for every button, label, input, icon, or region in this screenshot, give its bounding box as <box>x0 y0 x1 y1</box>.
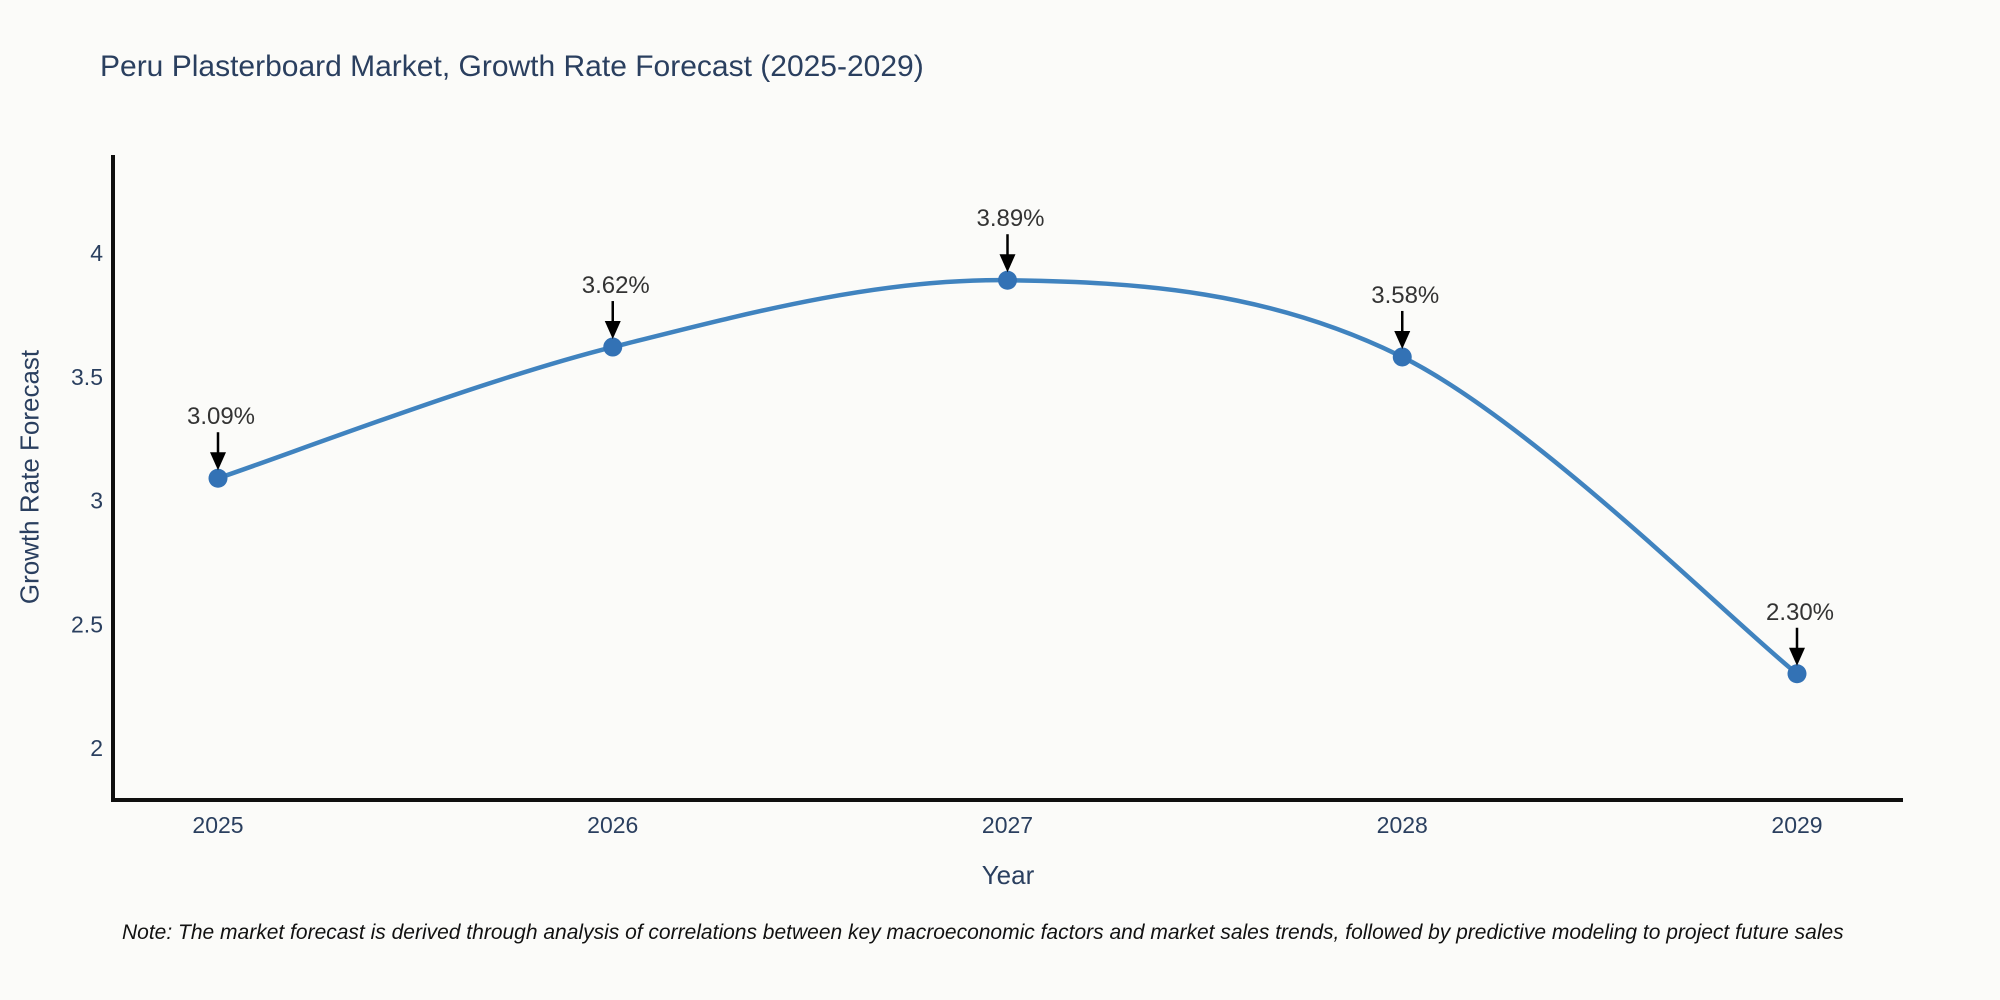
y-tick-label: 2.5 <box>71 611 103 637</box>
annotation-arrowhead <box>604 321 621 340</box>
data-point <box>603 337 623 357</box>
data-point <box>1787 664 1807 684</box>
data-point <box>998 270 1017 290</box>
x-tick-label: 2025 <box>192 812 243 838</box>
trend-line <box>215 277 1800 676</box>
x-tick-label: 2027 <box>982 812 1033 838</box>
point-annotation: 3.89% <box>976 205 1044 232</box>
data-point <box>1392 347 1412 367</box>
x-tick-label: 2029 <box>1771 812 1822 838</box>
y-tick-label: 3 <box>90 488 103 514</box>
y-tick-label: 3.5 <box>71 364 103 390</box>
annotation-arrowhead <box>999 254 1016 273</box>
x-tick-label: 2028 <box>1377 812 1428 838</box>
data-point <box>208 468 228 488</box>
note-text: Note: The market forecast is derived thr… <box>122 921 1844 944</box>
y-tick-label: 2 <box>90 735 103 761</box>
x-tick-label: 2026 <box>587 812 638 838</box>
point-annotation: 3.62% <box>582 272 650 299</box>
annotation-arrowhead <box>1789 647 1805 666</box>
annotation-arrowhead <box>1394 330 1411 349</box>
point-annotation: 2.30% <box>1766 599 1834 626</box>
point-annotation: 3.09% <box>187 403 255 430</box>
point-annotation: 3.58% <box>1371 282 1439 309</box>
chart-title: Peru Plasterboard Market, Growth Rate Fo… <box>100 50 924 83</box>
y-tick-label: 4 <box>90 240 103 266</box>
annotation-arrowhead <box>210 452 226 471</box>
x-axis-title: Year <box>981 860 1035 890</box>
